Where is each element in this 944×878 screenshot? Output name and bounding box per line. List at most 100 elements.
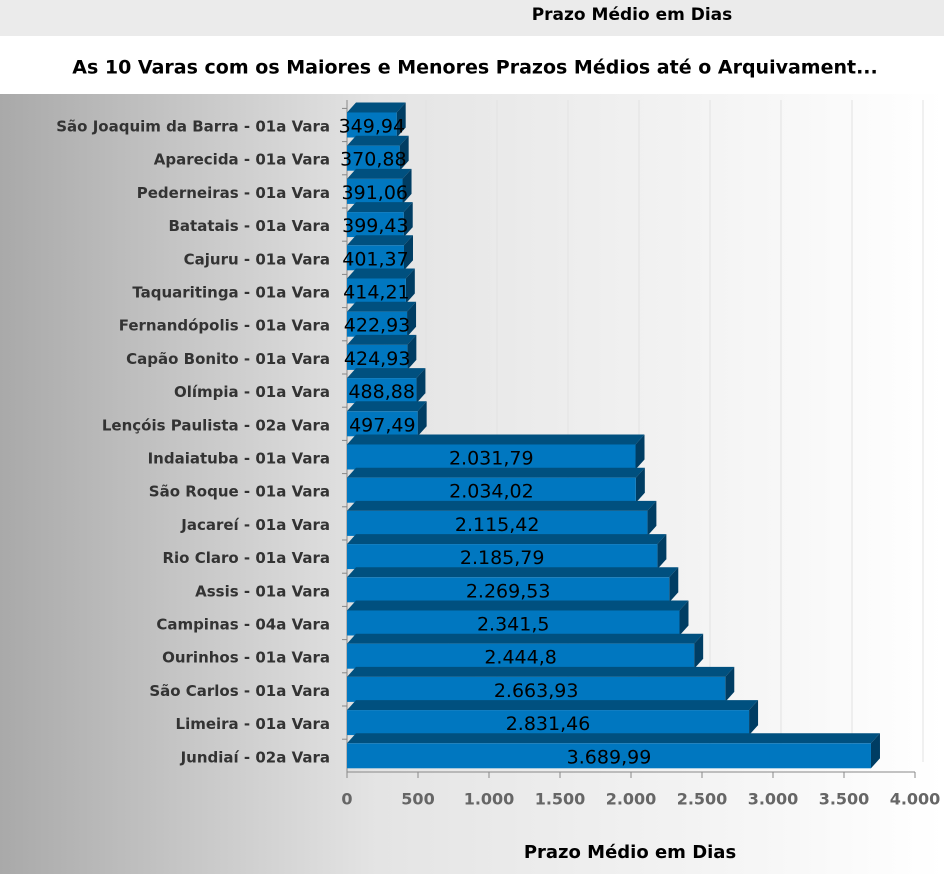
bar-side xyxy=(657,534,667,570)
bar-side xyxy=(870,733,880,769)
bar-top xyxy=(347,301,417,312)
value-label: 2.031,79 xyxy=(449,448,534,470)
y-tick-label: Indaiatuba - 01a Vara xyxy=(148,450,330,468)
bar-side xyxy=(679,600,689,636)
y-tick-label: Aparecida - 01a Vara xyxy=(154,151,330,169)
y-tick-label: São Carlos - 01a Vara xyxy=(149,682,330,700)
bar-side xyxy=(407,301,417,337)
bar-side xyxy=(402,168,412,204)
bar xyxy=(347,444,636,470)
bar-side xyxy=(396,102,406,138)
y-tick-label: Cajuru - 01a Vara xyxy=(184,250,330,268)
header-text: Prazo Médio em Dias xyxy=(532,5,733,25)
bar-top xyxy=(347,268,415,279)
bar-top xyxy=(347,235,413,246)
bar-side xyxy=(635,467,645,503)
bar-top xyxy=(347,534,667,545)
bar-top xyxy=(347,733,880,744)
bar-side xyxy=(403,202,413,238)
y-tick-label: Ourinhos - 01a Vara xyxy=(162,649,330,667)
bar-side xyxy=(407,334,417,370)
value-label: 2.663,93 xyxy=(494,680,579,702)
bar-top xyxy=(347,700,759,711)
value-label: 3.689,99 xyxy=(567,746,652,768)
y-tick-label: Assis - 01a Vara xyxy=(195,582,330,600)
bar-top xyxy=(347,434,645,445)
bar-side xyxy=(694,633,704,669)
value-label: 2.269,53 xyxy=(466,580,551,602)
bar-top xyxy=(347,666,735,677)
value-label: 401,37 xyxy=(342,248,408,270)
x-tick-label: 2.000 xyxy=(606,790,657,809)
y-tick-label: Olímpia - 01a Vara xyxy=(174,383,330,401)
value-label: 399,43 xyxy=(342,215,408,237)
bar-top xyxy=(347,567,679,578)
bar-top xyxy=(347,368,426,379)
y-tick-label: Capão Bonito - 01a Vara xyxy=(126,350,330,368)
bar-top xyxy=(347,102,406,113)
value-label: 422,93 xyxy=(344,315,410,337)
bar xyxy=(347,112,397,138)
x-tick-label: 4.000 xyxy=(890,790,941,809)
x-tick-label: 3.500 xyxy=(819,790,870,809)
bar xyxy=(347,477,636,503)
bar-top xyxy=(347,401,427,412)
y-tick-label: Limeira - 01a Vara xyxy=(176,715,330,733)
y-tick-label: Jundiaí - 02a Vara xyxy=(180,748,330,766)
bar xyxy=(347,278,406,304)
bar-top xyxy=(347,467,645,478)
x-tick-label: 2.500 xyxy=(677,790,728,809)
bar-side xyxy=(416,368,426,404)
title-strip xyxy=(0,36,944,94)
x-tick-label: 0 xyxy=(341,790,352,809)
header-strip xyxy=(0,0,944,36)
bar xyxy=(347,510,648,536)
bar-top xyxy=(347,633,704,644)
value-label: 2.831,46 xyxy=(506,713,591,735)
bar-top xyxy=(347,168,412,179)
bar xyxy=(347,610,680,636)
bar xyxy=(347,577,670,603)
y-tick-label: Fernandópolis - 01a Vara xyxy=(119,317,330,335)
bar-side xyxy=(403,235,413,271)
bar xyxy=(347,643,695,669)
bar xyxy=(347,245,404,271)
bar-top xyxy=(347,202,413,213)
bar xyxy=(347,378,417,404)
bar xyxy=(347,145,400,171)
x-tick-label: 3.000 xyxy=(748,790,799,809)
chart-title: As 10 Varas com os Maiores e Menores Pra… xyxy=(72,57,878,79)
y-tick-label: Batatais - 01a Vara xyxy=(168,217,330,235)
value-label: 424,93 xyxy=(344,348,410,370)
bar-side xyxy=(749,700,759,736)
value-label: 391,06 xyxy=(342,182,408,204)
y-tick-label: Jacareí - 01a Vara xyxy=(180,516,330,534)
y-tick-label: Taquaritinga - 01a Vara xyxy=(132,284,330,302)
y-tick-label: Pederneiras - 01a Vara xyxy=(137,184,330,202)
bar-side xyxy=(417,401,427,437)
value-label: 488,88 xyxy=(348,381,414,403)
bar-side xyxy=(399,135,409,171)
bar xyxy=(347,411,418,437)
bar xyxy=(347,212,404,238)
y-tick-label: São Joaquim da Barra - 01a Vara xyxy=(56,118,330,136)
value-label: 370,88 xyxy=(340,149,406,171)
x-tick-label: 500 xyxy=(401,790,434,809)
bar-side xyxy=(725,666,735,702)
bar xyxy=(347,710,750,736)
bar-top xyxy=(347,600,689,611)
bar-side xyxy=(647,500,657,536)
bar-side xyxy=(635,434,645,470)
value-label: 414,21 xyxy=(343,282,409,304)
bar xyxy=(347,178,403,204)
y-tick-label: Lençóis Paulista - 02a Vara xyxy=(102,416,330,434)
bar-top xyxy=(347,334,417,345)
value-label: 2.341,5 xyxy=(477,614,550,636)
y-tick-label: Rio Claro - 01a Vara xyxy=(162,549,330,567)
x-tick-label: 1.500 xyxy=(535,790,586,809)
value-label: 349,94 xyxy=(339,116,405,138)
x-axis-title: Prazo Médio em Dias xyxy=(524,842,736,863)
bar xyxy=(347,743,871,769)
bar xyxy=(347,676,726,702)
